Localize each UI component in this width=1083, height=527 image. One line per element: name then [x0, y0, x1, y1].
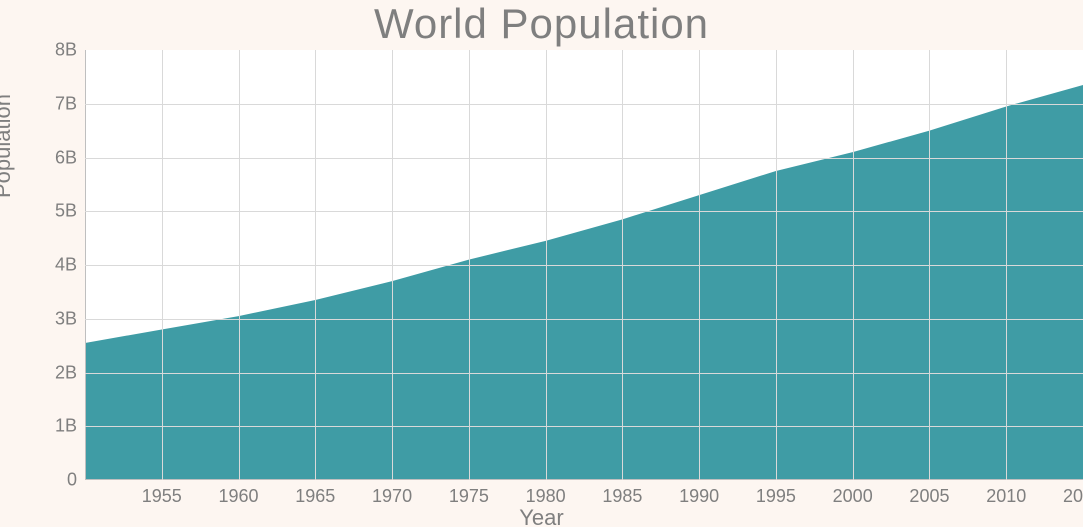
grid-line-vertical: [392, 50, 393, 480]
x-tick-label: 2005: [909, 486, 949, 507]
grid-line-vertical: [315, 50, 316, 480]
grid-line-vertical: [1006, 50, 1007, 480]
grid-line-vertical: [929, 50, 930, 480]
grid-line-vertical: [622, 50, 623, 480]
x-tick-label: 1965: [295, 486, 335, 507]
y-tick-label: 7B: [55, 93, 77, 114]
chart-title: World Population: [0, 0, 1083, 48]
y-tick-label: 8B: [55, 40, 77, 61]
grid-line-horizontal: [85, 158, 1083, 159]
grid-line-vertical: [469, 50, 470, 480]
y-tick-label: 1B: [55, 416, 77, 437]
x-tick-label: 1975: [449, 486, 489, 507]
x-tick-label: 1990: [679, 486, 719, 507]
plot-area: 01B2B3B4B5B6B7B8B19551960196519701975198…: [85, 50, 1083, 480]
y-tick-label: 5B: [55, 201, 77, 222]
x-tick-label: 2000: [833, 486, 873, 507]
grid-line-horizontal: [85, 319, 1083, 320]
y-tick-label: 0: [67, 470, 77, 491]
grid-line-vertical: [699, 50, 700, 480]
x-axis-label: Year: [0, 505, 1083, 527]
y-axis-label: Population: [0, 94, 16, 198]
y-tick-label: 4B: [55, 255, 77, 276]
x-tick-label: 2010: [986, 486, 1026, 507]
grid-line-vertical: [546, 50, 547, 480]
x-tick-label: 1955: [142, 486, 182, 507]
x-tick-label: 1995: [756, 486, 796, 507]
y-tick-label: 2B: [55, 362, 77, 383]
x-tick-label: 2015: [1063, 486, 1083, 507]
y-tick-label: 6B: [55, 147, 77, 168]
grid-line-horizontal: [85, 104, 1083, 105]
grid-line-vertical: [239, 50, 240, 480]
area-series: [85, 85, 1083, 480]
grid-line-vertical: [776, 50, 777, 480]
x-tick-label: 1985: [602, 486, 642, 507]
x-tick-label: 1980: [526, 486, 566, 507]
grid-line-vertical: [853, 50, 854, 480]
grid-line-horizontal: [85, 426, 1083, 427]
y-tick-label: 3B: [55, 308, 77, 329]
x-axis-line: [85, 479, 1083, 480]
x-tick-label: 1970: [372, 486, 412, 507]
world-population-chart: World Population Population Year 01B2B3B…: [0, 0, 1083, 527]
grid-line-horizontal: [85, 373, 1083, 374]
grid-line-horizontal: [85, 265, 1083, 266]
grid-line-horizontal: [85, 211, 1083, 212]
x-tick-label: 1960: [219, 486, 259, 507]
grid-line-vertical: [162, 50, 163, 480]
